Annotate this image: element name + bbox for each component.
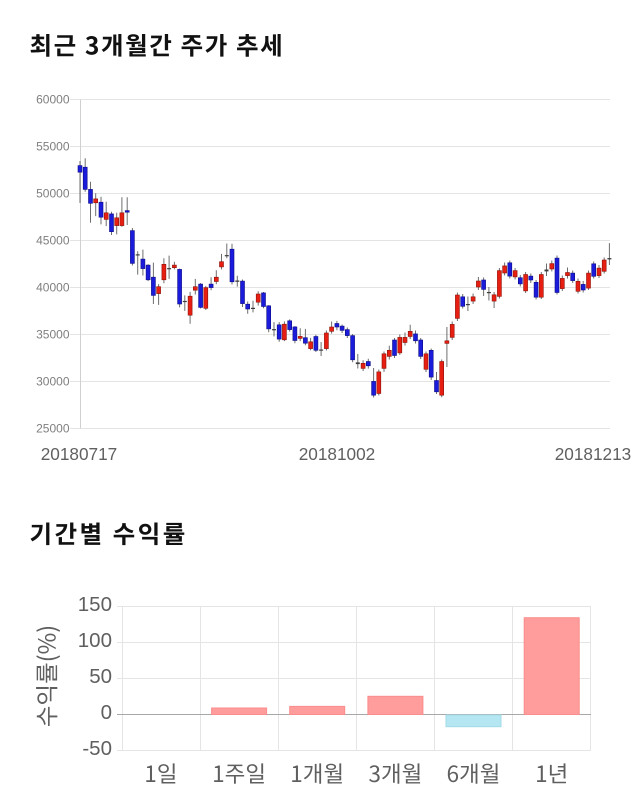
svg-text:20181213: 20181213: [555, 444, 631, 464]
svg-text:20180717: 20180717: [41, 444, 117, 464]
svg-text:20181002: 20181002: [299, 444, 375, 464]
svg-text:150: 150: [78, 593, 112, 616]
svg-text:45000: 45000: [36, 234, 70, 248]
svg-text:0: 0: [101, 701, 112, 724]
svg-text:100: 100: [78, 629, 112, 652]
svg-text:25000: 25000: [36, 422, 70, 436]
svg-text:35000: 35000: [36, 328, 70, 342]
svg-text:55000: 55000: [36, 140, 70, 154]
svg-text:50: 50: [89, 665, 112, 688]
svg-text:60000: 60000: [36, 93, 70, 107]
svg-text:50000: 50000: [36, 187, 70, 201]
svg-text:40000: 40000: [36, 281, 70, 295]
svg-text:30000: 30000: [36, 375, 70, 389]
svg-text:-50: -50: [82, 737, 112, 760]
